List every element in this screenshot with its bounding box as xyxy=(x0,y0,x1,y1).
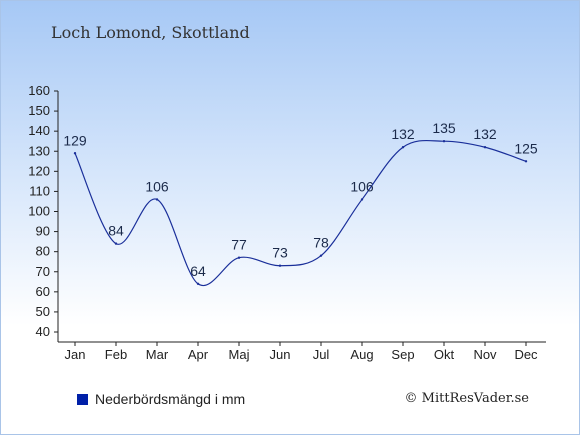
data-point xyxy=(360,198,364,201)
x-tick-label: Feb xyxy=(105,347,127,362)
x-tick-label: Jun xyxy=(270,347,291,362)
data-point xyxy=(114,242,118,245)
y-tick-label: 150 xyxy=(28,103,50,118)
legend-swatch xyxy=(77,393,88,405)
data-point xyxy=(237,256,241,259)
data-point xyxy=(401,146,405,149)
data-label: 135 xyxy=(432,120,456,136)
data-point xyxy=(524,160,528,163)
data-point xyxy=(319,254,323,257)
data-point xyxy=(196,282,200,285)
y-tick-label: 140 xyxy=(28,123,50,138)
legend-label: Nederbördsmängd i mm xyxy=(95,391,246,407)
y-tick-label: 110 xyxy=(29,183,50,198)
data-point xyxy=(483,146,487,149)
x-tick-label: Okt xyxy=(434,347,455,362)
data-label: 64 xyxy=(190,263,206,279)
data-label: 73 xyxy=(272,245,288,261)
data-label: 132 xyxy=(473,126,497,142)
x-tick-label: Dec xyxy=(514,347,538,362)
y-tick-label: 80 xyxy=(36,244,50,259)
y-tick-label: 160 xyxy=(28,83,50,98)
data-label: 77 xyxy=(231,237,247,253)
y-tick-label: 130 xyxy=(28,143,50,158)
data-point xyxy=(442,140,446,143)
y-tick-label: 90 xyxy=(36,224,50,239)
data-label: 106 xyxy=(145,178,169,194)
y-tick-label: 60 xyxy=(36,284,50,299)
y-tick-label: 70 xyxy=(36,264,50,279)
y-tick-label: 40 xyxy=(36,324,50,339)
data-point xyxy=(73,152,77,155)
x-tick-label: Jul xyxy=(313,347,330,362)
legend: Nederbördsmängd i mm xyxy=(77,391,245,407)
chart-title: Loch Lomond, Skottland xyxy=(51,23,250,42)
x-tick-label: Nov xyxy=(473,347,497,362)
x-tick-label: Aug xyxy=(350,347,373,362)
x-tick-label: Maj xyxy=(229,347,250,362)
data-label: 84 xyxy=(108,223,124,239)
y-tick-label: 50 xyxy=(36,304,50,319)
series-line xyxy=(74,139,527,287)
data-label: 129 xyxy=(63,132,87,148)
data-label: 125 xyxy=(514,140,538,156)
data-label: 78 xyxy=(313,235,329,251)
x-tick-label: Jan xyxy=(65,347,86,362)
y-tick-label: 100 xyxy=(28,204,50,219)
data-label: 106 xyxy=(350,178,374,194)
x-tick-label: Apr xyxy=(188,347,209,362)
x-tick-label: Sep xyxy=(391,347,414,362)
y-tick-label: 120 xyxy=(28,163,50,178)
x-tick-label: Mar xyxy=(146,347,169,362)
data-point xyxy=(278,264,282,267)
credit-text: © MittResVader.se xyxy=(404,391,529,406)
data-label: 132 xyxy=(391,126,415,142)
data-point xyxy=(155,198,159,201)
